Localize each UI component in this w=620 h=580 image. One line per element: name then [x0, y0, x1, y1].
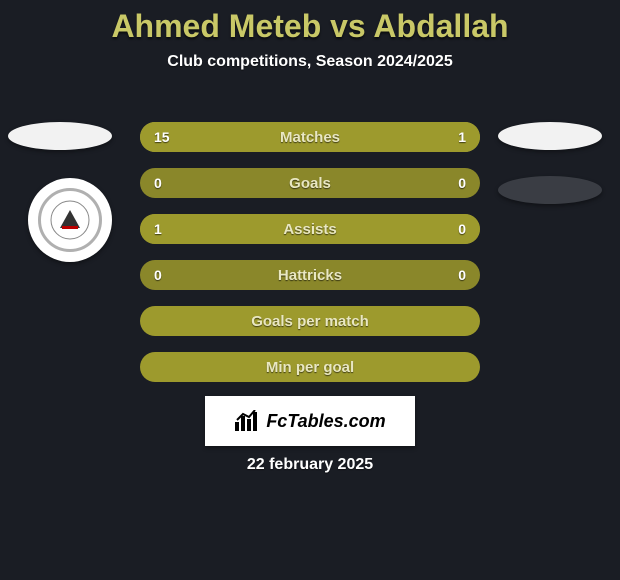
stat-label: Hattricks	[140, 260, 480, 290]
stat-value-left: 15	[140, 122, 184, 152]
chart-icon	[234, 410, 260, 432]
stat-value-right: 0	[444, 214, 480, 244]
stat-row: Matches15 1	[140, 122, 480, 152]
stat-value-left: 0	[140, 168, 176, 198]
player1-team-ellipse	[8, 122, 112, 150]
fctables-logo[interactable]: FcTables.com	[205, 396, 415, 446]
stats-comparison: Matches151Goals00Assists10Hattricks00Goa…	[140, 122, 480, 398]
stat-label: Goals per match	[140, 306, 480, 336]
player2-secondary-ellipse	[498, 176, 602, 204]
stat-row: Goals per match	[140, 306, 480, 336]
player2-team-ellipse	[498, 122, 602, 150]
stat-value-right: 0	[444, 168, 480, 198]
stat-label: Goals	[140, 168, 480, 198]
player1-club-badge	[28, 178, 112, 262]
page-title: Ahmed Meteb vs Abdallah	[0, 0, 620, 45]
stat-row: Min per goal	[140, 352, 480, 382]
stat-value-right: 0	[444, 260, 480, 290]
date-line: 22 february 2025	[0, 456, 620, 474]
subtitle: Club competitions, Season 2024/2025	[0, 53, 620, 71]
stat-value-left: 1	[140, 214, 176, 244]
stat-label: Matches	[140, 122, 480, 152]
stat-row: Goals0 0	[140, 168, 480, 198]
club-badge-emblem	[38, 188, 102, 252]
stat-value-left: 0	[140, 260, 176, 290]
stat-label: Min per goal	[140, 352, 480, 382]
stat-row: Assists1 0	[140, 214, 480, 244]
stat-label: Assists	[140, 214, 480, 244]
stat-value-right: 1	[444, 122, 480, 152]
stat-row: Hattricks0 0	[140, 260, 480, 290]
logo-text: FcTables.com	[266, 411, 385, 432]
